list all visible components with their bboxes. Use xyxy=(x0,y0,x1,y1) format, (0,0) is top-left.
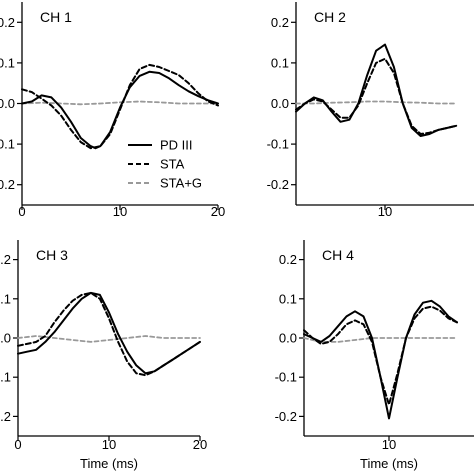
y-tick-label: 0.1 xyxy=(0,55,15,70)
y-tick-label: 0.2 xyxy=(0,15,15,30)
series-line-sta-g xyxy=(21,100,219,106)
legend-label: PD III xyxy=(160,138,193,153)
panel-ch3: -0.2 -0.1 0.0 0.1 0.2 0 10 20 Time (ms) CH 3 xyxy=(0,240,207,471)
y-tick-label: 0.2 xyxy=(271,15,289,30)
series-line-sta xyxy=(17,291,201,377)
series-line-sta xyxy=(303,305,458,406)
x-tick-label: 0 xyxy=(18,204,25,219)
legend: PD III STA STA+G xyxy=(128,138,202,191)
x-tick-label: 20 xyxy=(193,437,207,452)
y-tick-label: 0.0 xyxy=(0,331,11,346)
x-tick-label: 10 xyxy=(378,204,392,219)
y-tick-label: 0.0 xyxy=(279,331,297,346)
x-tick-label: 10 xyxy=(382,437,396,452)
series-line-pd-iiis xyxy=(303,299,458,420)
y-tick-label: -0.2 xyxy=(0,409,11,424)
x-axis-label: Time (ms) xyxy=(360,456,418,471)
series-line-sta xyxy=(295,57,458,135)
y-tick-label: -0.2 xyxy=(267,177,289,192)
panel-ch4: -0.2 -0.1 0.0 0.1 0.2 10 Time (ms) CH 4 xyxy=(275,240,474,471)
y-tick-label: 0.1 xyxy=(0,291,11,306)
panel-ch1: -0.2 -0.1 0.0 0.1 0.2 0 10 20 CH 1 PD III STA STA+G xyxy=(0,2,225,219)
y-tick-label: -0.1 xyxy=(0,137,15,152)
panel-ch2: -0.2 -0.1 0.0 0.1 0.2 10 CH 2 xyxy=(267,2,474,219)
y-tick-label: 0.2 xyxy=(0,252,11,267)
y-tick-label: -0.1 xyxy=(275,370,297,385)
x-tick-label: 10 xyxy=(113,204,127,219)
x-tick-label: 10 xyxy=(102,437,116,452)
y-tick-label: 0.0 xyxy=(0,96,15,111)
x-tick-label: 0 xyxy=(14,437,21,452)
y-tick-label: 0.2 xyxy=(279,252,297,267)
panel-title: CH 2 xyxy=(314,9,346,25)
series-line-sta xyxy=(21,63,219,150)
y-tick-label: -0.1 xyxy=(267,137,289,152)
series-line-sta-g xyxy=(295,100,458,105)
series-line-pd-iii xyxy=(295,43,458,137)
legend-label: STA+G xyxy=(160,176,202,191)
panel-title: CH 4 xyxy=(322,247,354,263)
y-tick-label: 0.1 xyxy=(279,291,297,306)
y-tick-label: -0.2 xyxy=(275,409,297,424)
panel-title: CH 3 xyxy=(36,247,68,263)
legend-label: STA xyxy=(160,157,185,172)
series-line-sta-g xyxy=(303,337,458,343)
panel-title: CH 1 xyxy=(40,9,72,25)
x-tick-label: 20 xyxy=(211,204,225,219)
y-tick-label: -0.1 xyxy=(0,370,11,385)
y-tick-label: -0.2 xyxy=(0,177,15,192)
y-tick-label: 0.1 xyxy=(271,55,289,70)
series-line-pd-iii xyxy=(17,291,201,375)
x-axis-label: Time (ms) xyxy=(80,456,138,471)
y-tick-label: 0.0 xyxy=(271,96,289,111)
